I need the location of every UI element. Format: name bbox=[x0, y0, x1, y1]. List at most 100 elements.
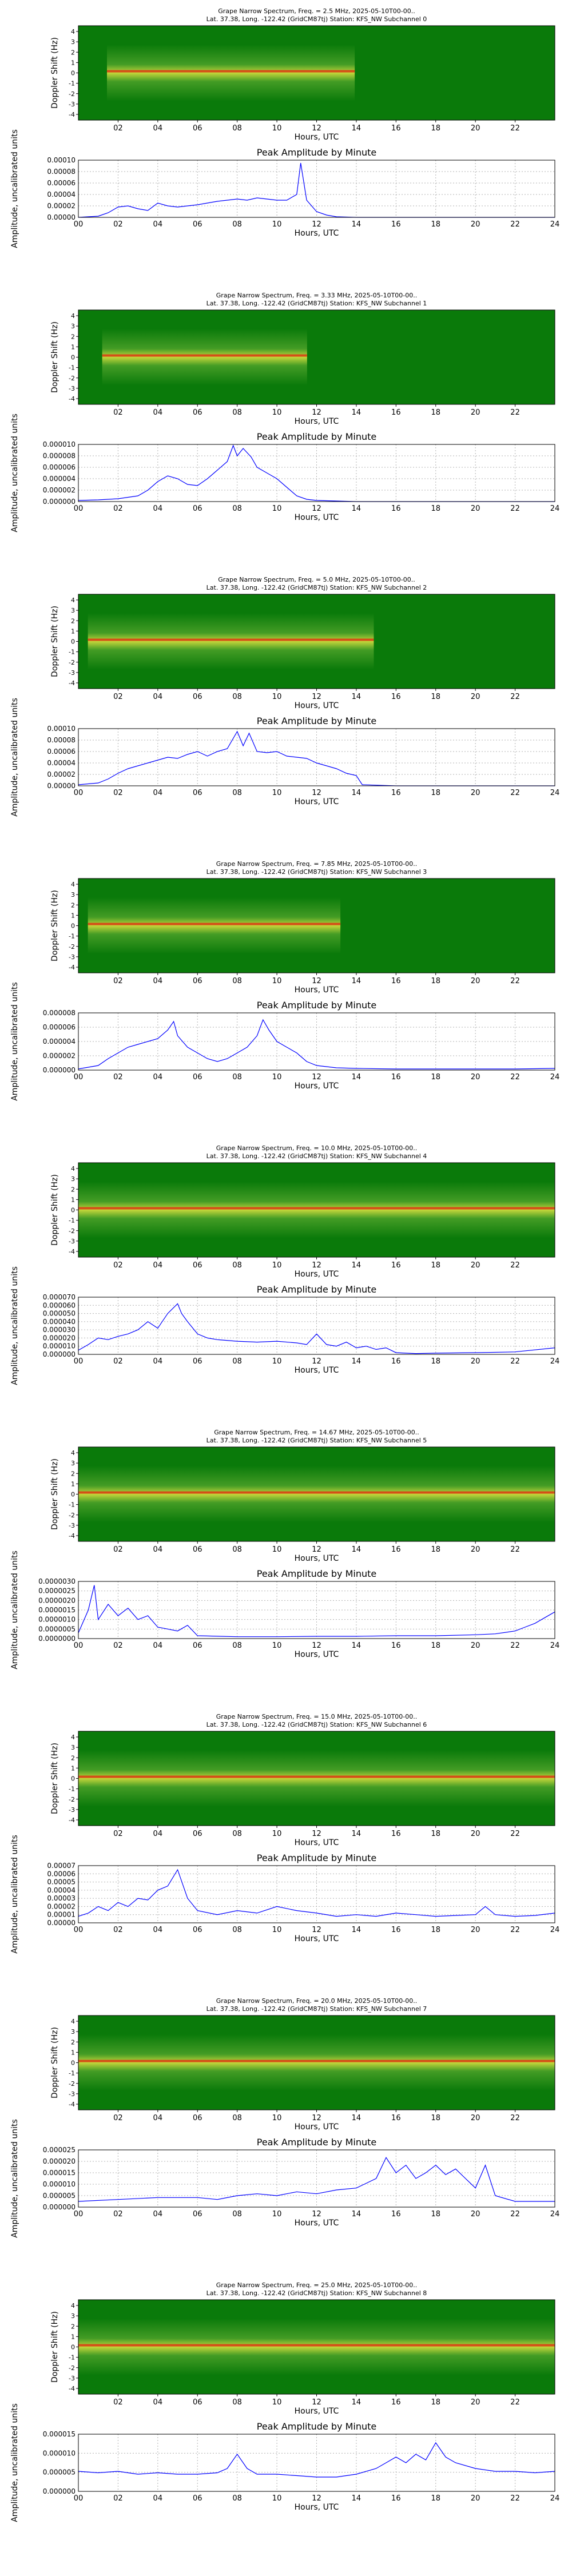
spectrum-x-tick-label: 16 bbox=[391, 977, 401, 985]
spectrum-y-tick-label: 4 bbox=[71, 2018, 75, 2025]
spectrum-x-tick-label: 10 bbox=[272, 2398, 282, 2407]
spectrum-x-tick-label: 04 bbox=[153, 1830, 163, 1838]
amplitude-x-tick-label: 00 bbox=[74, 1073, 84, 1082]
spectrum-title-line1: Grape Narrow Spectrum, Freq. = 7.85 MHz,… bbox=[216, 860, 418, 868]
amplitude-x-tick-label: 22 bbox=[510, 789, 520, 797]
amplitude-x-tick-label: 08 bbox=[232, 1357, 242, 1366]
amplitude-x-tick-label: 24 bbox=[550, 1357, 560, 1366]
amplitude-frame bbox=[78, 1581, 555, 1639]
spectrum-y-tick-label: -4 bbox=[69, 395, 75, 403]
amplitude-x-tick-label: 24 bbox=[550, 789, 560, 797]
amplitude-y-tick-label: 0.000000 bbox=[43, 1066, 76, 1074]
spectrum-x-axis-label: Hours, UTC bbox=[295, 417, 339, 426]
spectrum-signal-band bbox=[78, 1466, 555, 1522]
panel-group-8: Grape Narrow Spectrum, Freq. = 25.0 MHz,… bbox=[10, 2281, 559, 2522]
amplitude-x-tick-label: 00 bbox=[74, 2210, 84, 2219]
spectrum-y-tick-label: -4 bbox=[69, 1816, 75, 1824]
amplitude-x-tick-label: 04 bbox=[153, 1641, 163, 1650]
amplitude-x-tick-label: 04 bbox=[153, 2494, 163, 2503]
spectrum-x-tick-label: 06 bbox=[193, 1261, 202, 1270]
spectrum-signal-band bbox=[78, 2319, 555, 2375]
spectrum-y-tick-label: -2 bbox=[69, 90, 75, 98]
spectrum-y-tick-label: -3 bbox=[69, 101, 75, 108]
amplitude-x-tick-label: 20 bbox=[471, 504, 480, 513]
spectrum-y-tick-label: -4 bbox=[69, 1248, 75, 1255]
amplitude-x-tick-label: 00 bbox=[74, 789, 84, 797]
spectrum-title-line1: Grape Narrow Spectrum, Freq. = 5.0 MHz, … bbox=[218, 576, 415, 583]
amplitude-y-tick-label: 0.000060 bbox=[43, 1301, 76, 1309]
spectrum-x-tick-label: 16 bbox=[391, 1830, 401, 1838]
spectrum-peak-line bbox=[78, 2344, 555, 2347]
spectrum-x-tick-label: 08 bbox=[232, 1830, 242, 1838]
spectrum-y-tick-label: 4 bbox=[71, 1449, 75, 1457]
spectrum-x-tick-label: 08 bbox=[232, 408, 242, 417]
spectrum-y-tick-label: 2 bbox=[71, 1754, 75, 1762]
panel-group-1: Grape Narrow Spectrum, Freq. = 3.33 MHz,… bbox=[10, 292, 559, 532]
amplitude-x-tick-label: 12 bbox=[312, 504, 321, 513]
amplitude-y-axis-label: Amplitude, uncalibrated units bbox=[10, 1835, 19, 1954]
spectrum-x-tick-label: 18 bbox=[431, 1545, 440, 1554]
spectrum-x-tick-label: 18 bbox=[431, 977, 440, 985]
amplitude-x-tick-label: 20 bbox=[471, 2210, 480, 2219]
spectrum-y-tick-label: 1 bbox=[71, 2333, 75, 2340]
spectrum-title-line2: Lat. 37.38, Long. -122.42 (GridCM87tj) S… bbox=[206, 1721, 427, 1728]
amplitude-y-axis-label: Amplitude, uncalibrated units bbox=[10, 698, 19, 817]
spectrum-title-line1: Grape Narrow Spectrum, Freq. = 20.0 MHz,… bbox=[216, 1997, 418, 2005]
spectrum-x-tick-label: 20 bbox=[471, 1545, 480, 1554]
spectrum-x-tick-label: 08 bbox=[232, 1261, 242, 1270]
amplitude-x-tick-label: 14 bbox=[352, 1926, 362, 1934]
amplitude-x-tick-label: 08 bbox=[232, 220, 242, 229]
spectrum-x-tick-label: 08 bbox=[232, 1545, 242, 1554]
amplitude-frame bbox=[78, 1865, 555, 1923]
spectrum-title-line2: Lat. 37.38, Long. -122.42 (GridCM87tj) S… bbox=[206, 868, 427, 876]
spectrum-x-tick-label: 08 bbox=[232, 693, 242, 701]
amplitude-x-tick-label: 10 bbox=[272, 789, 282, 797]
spectrum-x-tick-label: 02 bbox=[113, 1545, 123, 1554]
spectrum-x-tick-label: 22 bbox=[510, 1545, 520, 1554]
panel-group-0: Grape Narrow Spectrum, Freq. = 2.5 MHz, … bbox=[10, 7, 559, 248]
spectrum-y-tick-label: 1 bbox=[71, 2049, 75, 2056]
spectrum-x-axis-label: Hours, UTC bbox=[295, 985, 339, 995]
spectrum-y-tick-label: -4 bbox=[69, 111, 75, 118]
spectrum-x-tick-label: 22 bbox=[510, 2398, 520, 2407]
amplitude-y-tick-label: 0.000015 bbox=[43, 2169, 76, 2177]
amplitude-y-tick-label: 0.00002 bbox=[47, 770, 76, 778]
amplitude-x-tick-label: 14 bbox=[352, 1357, 362, 1366]
amplitude-x-tick-label: 08 bbox=[232, 1073, 242, 1082]
amplitude-x-axis-label: Hours, UTC bbox=[295, 2503, 339, 2512]
amplitude-x-tick-label: 02 bbox=[113, 2494, 123, 2503]
amplitude-x-tick-label: 24 bbox=[550, 504, 560, 513]
amplitude-x-tick-label: 14 bbox=[352, 1641, 362, 1650]
amplitude-x-tick-label: 10 bbox=[272, 1357, 282, 1366]
spectrum-y-tick-label: 4 bbox=[71, 1734, 75, 1741]
amplitude-y-tick-label: 0.00006 bbox=[47, 748, 76, 756]
amplitude-x-tick-label: 22 bbox=[510, 504, 520, 513]
amplitude-x-tick-label: 12 bbox=[312, 1926, 321, 1934]
amplitude-y-tick-label: 0.0000000 bbox=[38, 1635, 76, 1643]
spectrum-y-tick-label: -1 bbox=[69, 1217, 75, 1225]
spectrum-x-tick-label: 06 bbox=[193, 124, 202, 133]
spectrum-y-axis-label: Doppler Shift (Hz) bbox=[50, 1743, 59, 1814]
amplitude-x-tick-label: 16 bbox=[391, 2494, 401, 2503]
amplitude-chart-title: Peak Amplitude by Minute bbox=[257, 431, 377, 442]
amplitude-x-tick-label: 04 bbox=[153, 1073, 163, 1082]
spectrum-x-tick-label: 16 bbox=[391, 693, 401, 701]
amplitude-x-axis-label: Hours, UTC bbox=[295, 1650, 339, 1659]
amplitude-x-tick-label: 18 bbox=[431, 220, 440, 229]
amplitude-x-tick-label: 12 bbox=[312, 220, 321, 229]
amplitude-y-tick-label: 0.0000005 bbox=[38, 1625, 76, 1633]
amplitude-x-tick-label: 08 bbox=[232, 504, 242, 513]
spectrum-y-tick-label: 4 bbox=[71, 28, 75, 35]
spectrum-y-axis-label: Doppler Shift (Hz) bbox=[50, 2311, 59, 2383]
spectrum-x-tick-label: 14 bbox=[352, 408, 362, 417]
spectrum-x-tick-label: 08 bbox=[232, 2114, 242, 2122]
amplitude-x-tick-label: 24 bbox=[550, 2494, 560, 2503]
amplitude-y-tick-label: 0.000000 bbox=[43, 2203, 76, 2211]
amplitude-x-tick-label: 02 bbox=[113, 1357, 123, 1366]
spectrum-y-tick-label: 0 bbox=[71, 1775, 75, 1783]
amplitude-x-tick-label: 10 bbox=[272, 1926, 282, 1934]
amplitude-x-tick-label: 06 bbox=[193, 789, 202, 797]
spectrum-y-tick-label: 3 bbox=[71, 1744, 75, 1751]
amplitude-x-tick-label: 16 bbox=[391, 1641, 401, 1650]
